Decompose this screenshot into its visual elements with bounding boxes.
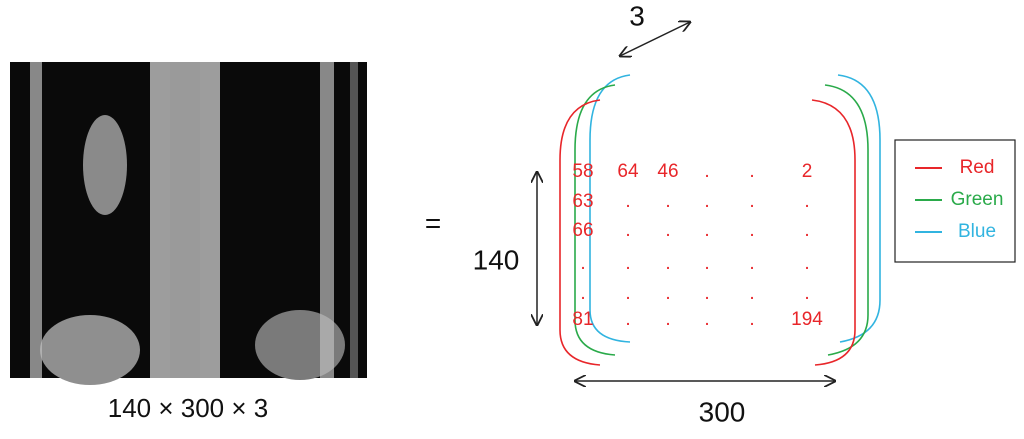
matrix-cell: . [665, 309, 670, 330]
matrix-cell: . [580, 283, 585, 304]
matrix-cell: . [804, 220, 809, 241]
matrix-cell: 194 [791, 309, 823, 330]
matrix-cell: 66 [572, 220, 593, 241]
matrix-cell: . [665, 191, 670, 212]
matrix-cell: . [580, 253, 585, 274]
ct-image [10, 62, 367, 385]
matrix-cell: . [704, 220, 709, 241]
matrix-cell: . [704, 191, 709, 212]
matrix-cell: . [749, 309, 754, 330]
diagram: 140 × 300 × 3 = 3 140 300 Red Green Blue 5… [0, 0, 1024, 434]
legend-label: Red [960, 157, 995, 178]
matrix-cell: . [804, 191, 809, 212]
matrix-cell: . [749, 220, 754, 241]
matrix-cell: . [665, 283, 670, 304]
matrix-cell: . [704, 161, 709, 182]
depth-label: 3 [629, 0, 645, 31]
matrix-cell: . [665, 220, 670, 241]
matrix-cell: . [749, 161, 754, 182]
matrix-cell: 64 [617, 161, 639, 182]
matrix-cell: 81 [572, 309, 593, 330]
matrix-cell: . [625, 283, 630, 304]
equals-sign: = [425, 207, 441, 238]
matrix-cell: . [804, 283, 809, 304]
matrix-cell: 46 [657, 161, 678, 182]
matrix-cell: . [625, 191, 630, 212]
matrix-cell: . [704, 283, 709, 304]
matrix: 58 64 46.. 2 63..... 66................. 81...… [572, 161, 823, 330]
matrix-cell: . [625, 309, 630, 330]
width-label: 300 [699, 396, 746, 427]
matrix-cell: . [625, 253, 630, 274]
matrix-cell: 58 [572, 161, 593, 182]
matrix-cell: . [625, 220, 630, 241]
matrix-cell: . [665, 253, 670, 274]
legend-label: Green [951, 189, 1004, 210]
brackets [560, 75, 880, 365]
matrix-cell: . [749, 191, 754, 212]
height-label: 140 [473, 244, 520, 275]
matrix-cell: . [704, 309, 709, 330]
matrix-cell: . [749, 283, 754, 304]
image-caption: 140 × 300 × 3 [108, 393, 268, 423]
legend-label: Blue [958, 221, 996, 242]
matrix-cell: . [704, 253, 709, 274]
matrix-cell: . [804, 253, 809, 274]
matrix-cell: 63 [572, 191, 593, 212]
matrix-cell: . [749, 253, 754, 274]
matrix-cell: 2 [802, 161, 813, 182]
